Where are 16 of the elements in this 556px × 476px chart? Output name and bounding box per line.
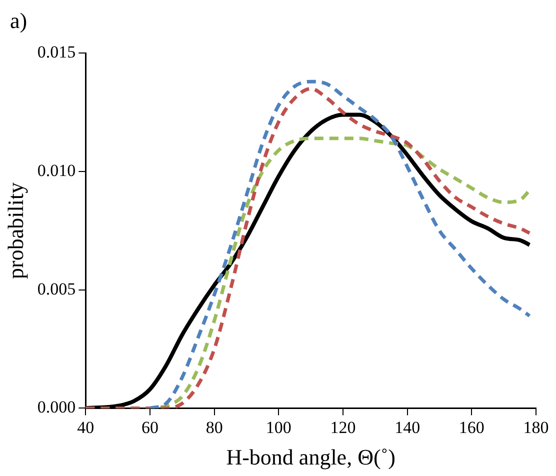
y-tick-label: 0.005 [37, 279, 76, 298]
y-tick-label: 0.015 [37, 42, 76, 62]
x-tick-label: 120 [330, 418, 356, 437]
x-tick-label: 180 [523, 418, 549, 437]
x-tick-label: 80 [206, 418, 223, 437]
x-tick-label: 160 [458, 418, 484, 437]
x-tick-label: 60 [141, 418, 158, 437]
x-tick-label: 40 [77, 418, 94, 437]
x-tick-label: 140 [394, 418, 420, 437]
x-axis-title: H-bond angle, Θ(˚) [226, 444, 396, 470]
x-tick-label: 100 [266, 418, 292, 437]
y-tick-label: 0.000 [37, 398, 76, 417]
y-tick-label: 0.010 [37, 161, 76, 180]
y-axis-title: probability [2, 182, 28, 279]
line-series [148, 80, 532, 408]
chart-title: a) [10, 8, 28, 34]
